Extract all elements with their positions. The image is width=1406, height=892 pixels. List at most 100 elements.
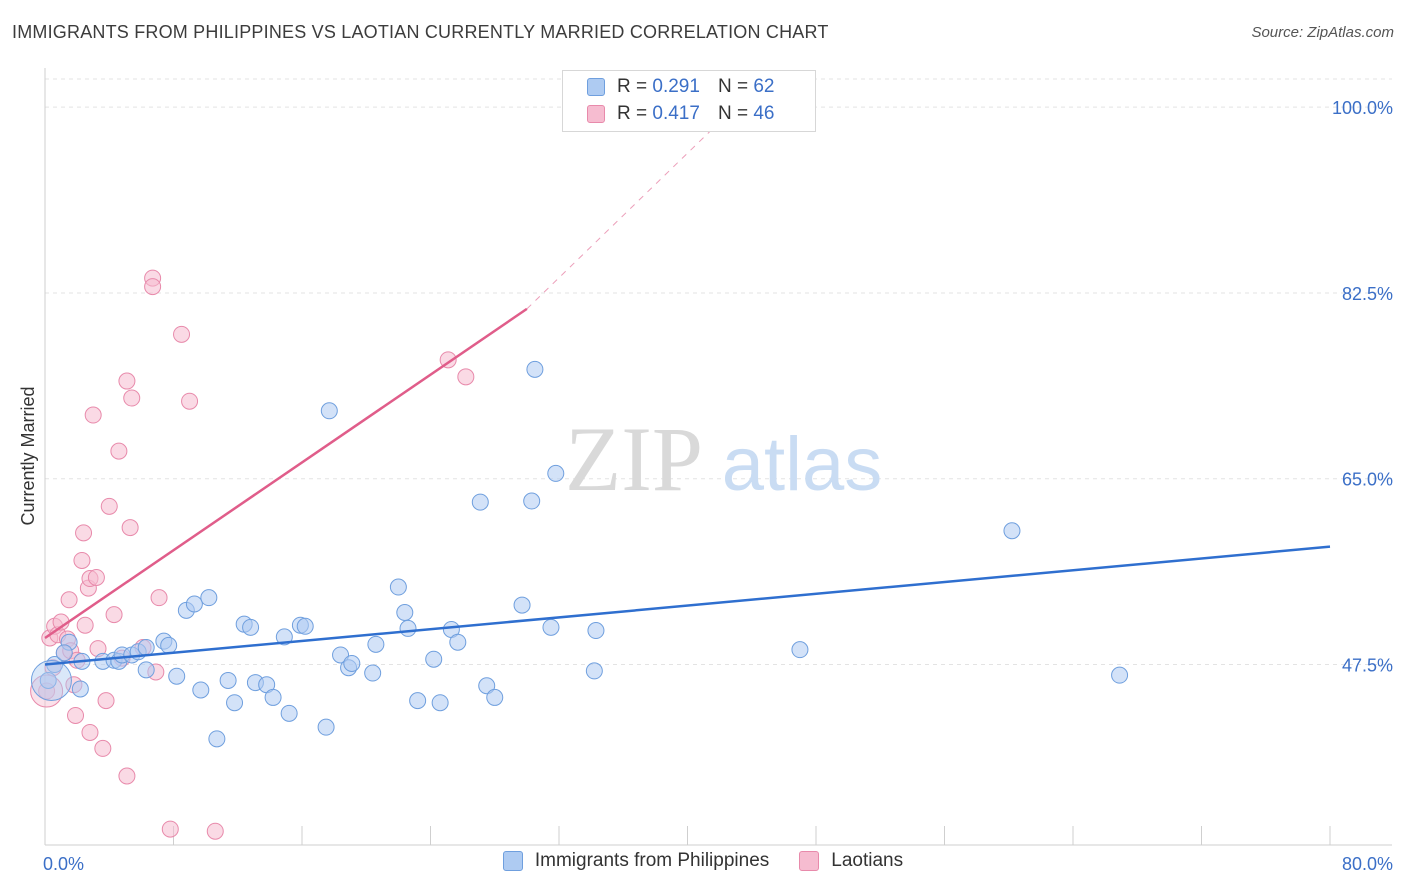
y-tick-label: 47.5% [1342, 656, 1393, 676]
laotians-point [105, 606, 123, 624]
source-label: Source: ZipAtlas.com [1251, 24, 1394, 41]
grid-lines [45, 78, 1392, 666]
philippines-trend-line [44, 545, 1331, 666]
philippines-point [389, 578, 407, 596]
laotians-point [123, 389, 141, 407]
y-tick-label: 100.0% [1332, 98, 1393, 118]
laotians-point [181, 392, 199, 410]
laotians-point [110, 442, 128, 460]
laotians-point [97, 692, 115, 710]
philippines-point [160, 636, 178, 654]
philippines-point [320, 402, 338, 420]
philippines-point [587, 622, 605, 640]
n-label: N = [717, 103, 749, 124]
philippines-point [526, 360, 544, 378]
philippines-point [486, 688, 504, 706]
philippines-points [30, 360, 1129, 748]
laotians-point [121, 519, 139, 537]
n-value: 46 [753, 103, 775, 124]
n-value: 62 [753, 76, 775, 97]
philippines-point [431, 694, 449, 712]
laotians-point [118, 767, 136, 785]
n-label: N = [717, 76, 749, 97]
philippines-point [137, 661, 155, 679]
philippines-point [264, 688, 282, 706]
laotians-point [173, 325, 191, 343]
r-value: 0.417 [652, 103, 700, 124]
watermark-zip: ZIP [565, 408, 703, 510]
philippines-point [425, 650, 443, 668]
laotians-point [161, 820, 179, 838]
philippines-point [364, 664, 382, 682]
blue-swatch-icon [587, 78, 605, 96]
y-tick-label: 65.0% [1342, 470, 1393, 490]
laotians-point [81, 723, 99, 741]
philippines-point [409, 692, 427, 710]
philippines-point [192, 681, 210, 699]
legend-label-laotians: Laotians [831, 850, 904, 871]
y-tick-label: 82.5% [1342, 284, 1393, 304]
laotians-point [144, 278, 162, 296]
laotians-point [150, 589, 168, 607]
axes [44, 68, 1392, 846]
laotians-point [457, 368, 475, 386]
laotians-point [75, 524, 93, 542]
laotians-point [439, 351, 457, 369]
y-axis-label: Currently Married [18, 386, 38, 525]
philippines-point [1111, 666, 1129, 684]
watermark-atlas: atlas [722, 422, 883, 507]
laotians-point [84, 406, 102, 424]
philippines-point [523, 492, 541, 510]
laotians-point [73, 551, 91, 569]
series-legend: Immigrants from Philippines Laotians [0, 850, 1406, 872]
philippines-point [219, 671, 237, 689]
philippines-point [317, 718, 335, 736]
philippines-point [55, 644, 73, 662]
philippines-point [280, 704, 298, 722]
r-label: R = [617, 76, 648, 97]
philippines-point [547, 464, 565, 482]
philippines-point-cluster [30, 659, 72, 701]
philippines-point [478, 677, 496, 695]
pink-swatch-icon [587, 105, 605, 123]
philippines-point [343, 654, 361, 672]
philippines-point [296, 617, 314, 635]
legend-item-philippines: Immigrants from Philippines [502, 850, 770, 872]
laotians-points [30, 269, 475, 840]
laotians-point [118, 372, 136, 390]
philippines-point [137, 639, 155, 657]
philippines-point [399, 619, 417, 637]
philippines-point [185, 595, 203, 613]
philippines-point [208, 730, 226, 748]
x-tick-label: 0.0% [43, 854, 84, 874]
r-value: 0.291 [652, 76, 700, 97]
philippines-point [585, 662, 603, 680]
philippines-point [542, 618, 560, 636]
laotians-point [76, 616, 94, 634]
trend-lines [44, 74, 1331, 666]
philippines-point [226, 694, 244, 712]
philippines-point [449, 633, 467, 651]
philippines-point [275, 628, 293, 646]
philippines-point [513, 596, 531, 614]
laotians-point [67, 706, 85, 724]
legend-item-laotians: Laotians [799, 850, 903, 872]
philippines-point [242, 618, 260, 636]
stats-legend-row-pink: R = 0.417 N = 46 [587, 101, 774, 127]
philippines-point [396, 604, 414, 621]
laotians-point [60, 591, 78, 609]
tick-labels: 47.5% 65.0% 82.5% 100.0% 0.0% 80.0% [43, 98, 1393, 874]
philippines-point [39, 671, 57, 689]
laotians-point [87, 568, 105, 586]
philippines-point [168, 667, 186, 685]
philippines-point [200, 589, 218, 607]
legend-label-philippines: Immigrants from Philippines [534, 850, 770, 871]
laotians-point [94, 739, 112, 757]
philippines-point [367, 635, 385, 653]
laotians-point [100, 497, 118, 515]
philippines-point [791, 641, 809, 659]
laotians-trend-line [44, 307, 528, 640]
chart-title: IMMIGRANTS FROM PHILIPPINES VS LAOTIAN C… [12, 22, 829, 42]
watermark: ZIP atlas [565, 408, 882, 510]
